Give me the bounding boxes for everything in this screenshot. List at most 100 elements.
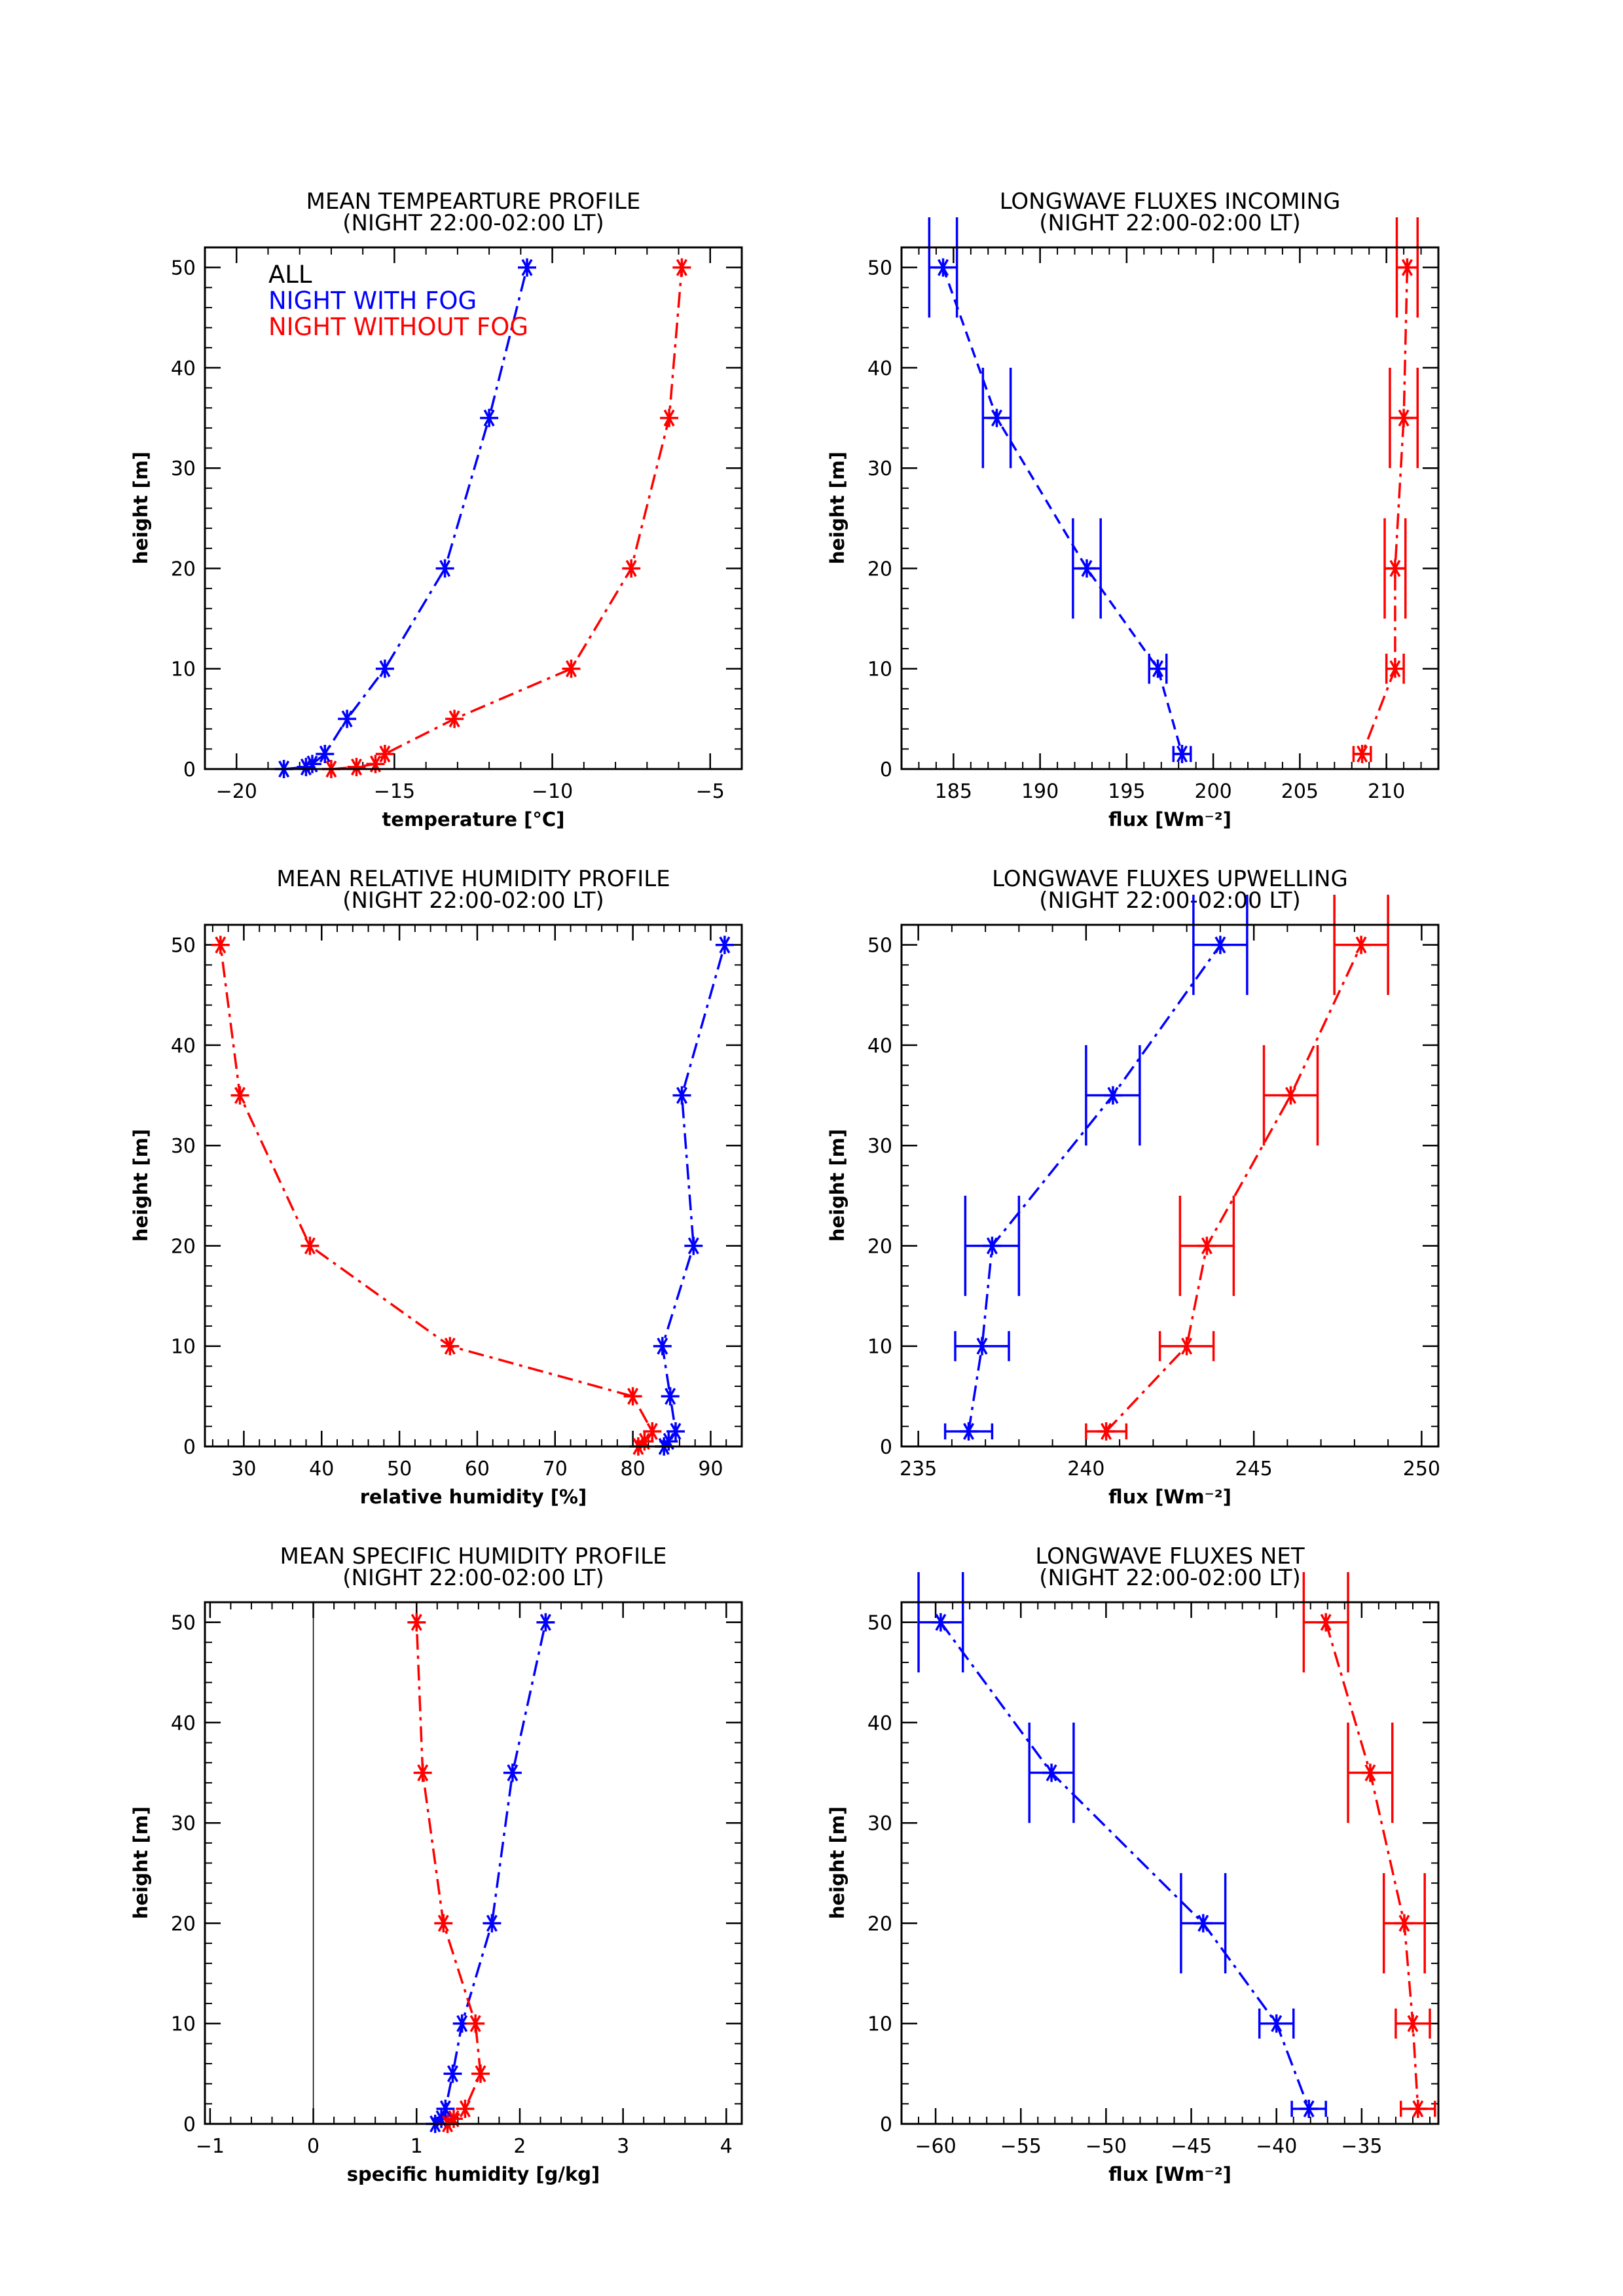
data-point	[375, 659, 394, 678]
data-point	[445, 709, 464, 728]
x-tick-label: 240	[1067, 1458, 1104, 1480]
data-point	[1194, 1914, 1213, 1933]
data-point	[480, 408, 499, 427]
x-tick-label: −55	[1000, 2135, 1042, 2158]
y-tick-label: 40	[867, 1712, 892, 1735]
x-tick-label: 205	[1281, 780, 1319, 803]
panel-title: LONGWAVE FLUXES INCOMING	[1000, 188, 1341, 215]
panel-longwave-upwelling: LONGWAVE FLUXES UPWELLING (NIGHT 22:00-0…	[826, 866, 1440, 1508]
data-point	[230, 1086, 249, 1105]
data-point	[407, 1613, 426, 1632]
data-point	[1398, 258, 1417, 277]
panel-title: LONGWAVE FLUXES UPWELLING	[992, 866, 1348, 892]
y-tick-label: 40	[171, 357, 196, 380]
data-point	[931, 1613, 950, 1632]
data-point	[1353, 745, 1372, 763]
plot-marks	[211, 935, 734, 1456]
x-axis-label: specific humidity [g/kg]	[347, 2163, 600, 2185]
data-point	[375, 745, 394, 763]
data-point	[1281, 1086, 1300, 1105]
x-tick-label: 245	[1235, 1458, 1272, 1480]
data-point	[983, 1236, 1002, 1255]
data-point	[959, 1422, 978, 1441]
y-tick-label: 0	[183, 2113, 196, 2136]
y-tick-label: 10	[867, 1336, 892, 1359]
x-tick-label: 210	[1368, 780, 1405, 803]
data-point	[443, 2064, 462, 2083]
data-point	[1360, 1763, 1379, 1782]
data-point	[1300, 2100, 1319, 2118]
data-point	[666, 1422, 685, 1441]
plot-marks	[274, 258, 691, 778]
data-point	[973, 1336, 991, 1355]
data-point	[1395, 1914, 1413, 1933]
x-tick-label: −20	[216, 780, 257, 803]
y-tick-label: 50	[171, 935, 196, 958]
data-point	[1211, 935, 1230, 954]
data-point	[622, 559, 641, 578]
data-point	[436, 2100, 455, 2118]
x-axis-label: flux [Wm⁻²]	[1108, 2163, 1231, 2185]
y-tick-label: 30	[867, 1135, 892, 1158]
data-point	[987, 408, 1006, 427]
y-tick-label: 40	[171, 1712, 196, 1735]
panel-subtitle: (NIGHT 22:00-02:00 LT)	[1039, 1565, 1301, 1591]
y-tick-label: 50	[867, 257, 892, 280]
data-point	[413, 1763, 432, 1782]
axis-ticks: 185 190 195 200 205 210 0 10 20 30 40 50	[867, 247, 1439, 803]
x-tick-label: 80	[621, 1458, 646, 1480]
panel-subtitle: (NIGHT 22:00-02:00 LT)	[342, 888, 604, 914]
data-point	[466, 2014, 485, 2033]
axis-ticks: −60 −55 −50 −45 −40 −35 0 10 20 30 40 50	[867, 1602, 1438, 2158]
legend-entry-all: ALL	[268, 260, 312, 289]
legend-entry-night-with-fog: NIGHT WITH FOG	[268, 287, 477, 315]
x-tick-label: −40	[1256, 2135, 1297, 2158]
panel-longwave-net: LONGWAVE FLUXES NET (NIGHT 22:00-02:00 L…	[826, 1543, 1440, 2185]
data-point	[338, 709, 357, 728]
panel-title: MEAN SPECIFIC HUMIDITY PROFILE	[280, 1543, 666, 1570]
plot-marks	[312, 1602, 555, 2133]
data-point	[1078, 559, 1096, 578]
x-tick-label: 40	[309, 1458, 334, 1480]
data-point	[211, 935, 230, 954]
y-tick-label: 20	[171, 1235, 196, 1258]
x-tick-label: 195	[1108, 780, 1145, 803]
data-point	[653, 1336, 672, 1355]
data-point	[715, 935, 734, 954]
y-tick-label: 50	[171, 1612, 196, 1635]
x-tick-label: −50	[1085, 2135, 1127, 2158]
data-point	[562, 659, 581, 678]
data-point	[934, 258, 953, 277]
x-tick-label: 1	[410, 2135, 423, 2158]
panel-subtitle: (NIGHT 22:00-02:00 LT)	[1039, 210, 1301, 236]
panel-title: MEAN RELATIVE HUMIDITY PROFILE	[276, 866, 670, 892]
x-tick-label: −5	[696, 780, 725, 803]
x-tick-label: 70	[543, 1458, 568, 1480]
y-tick-label: 10	[867, 2013, 892, 2036]
data-point	[301, 1236, 319, 1255]
data-point	[316, 745, 335, 763]
y-axis-label: height [m]	[826, 1806, 848, 1919]
y-axis-label: height [m]	[826, 1129, 848, 1242]
data-point	[536, 1613, 555, 1632]
x-tick-label: 200	[1194, 780, 1231, 803]
panel-title: MEAN TEMPEARTURE PROFILE	[306, 188, 641, 215]
data-point	[684, 1236, 703, 1255]
plot-frame	[900, 924, 1440, 1448]
series-line	[941, 267, 1184, 755]
x-axis-label: relative humidity [%]	[360, 1486, 587, 1508]
data-point	[471, 2064, 490, 2083]
y-tick-label: 10	[171, 2013, 196, 2036]
x-tick-label: 185	[935, 780, 972, 803]
data-point	[1042, 1763, 1061, 1782]
data-point	[456, 2100, 475, 2118]
plot-frame	[204, 924, 743, 1448]
data-point	[623, 1387, 642, 1406]
data-point	[643, 1422, 662, 1441]
data-point	[452, 2014, 471, 2033]
data-point	[483, 1914, 501, 1933]
panel-subtitle: (NIGHT 22:00-02:00 LT)	[342, 1565, 604, 1591]
